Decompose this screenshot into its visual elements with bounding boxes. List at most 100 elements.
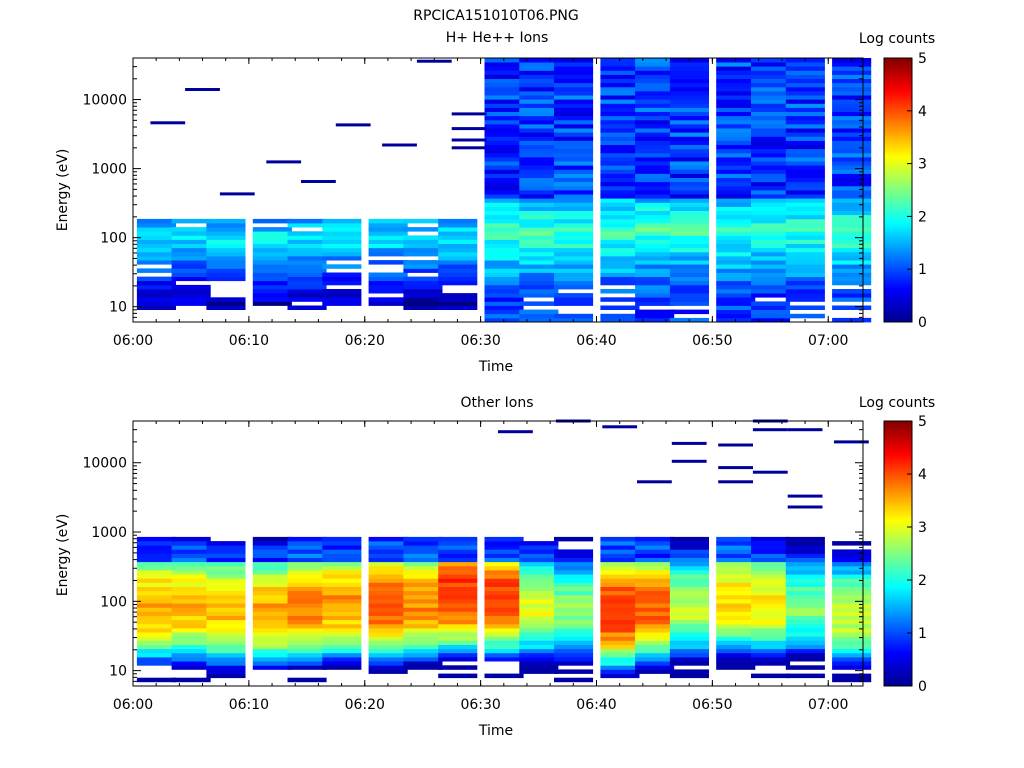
heatmap-cell xyxy=(484,198,524,203)
colorbar: 0 1 2 3 4 5 xyxy=(883,51,927,331)
heatmap-cell xyxy=(600,545,640,550)
heatmap-cell xyxy=(716,260,756,265)
heatmap-cell xyxy=(787,428,823,432)
heatmap-cell xyxy=(438,582,478,587)
heatmap-cell xyxy=(832,165,872,170)
heatmap-cell xyxy=(368,557,408,563)
heatmap-cell xyxy=(716,157,756,162)
heatmap-cell xyxy=(252,590,292,596)
heatmap-cell xyxy=(635,313,675,319)
heatmap-cell xyxy=(716,247,756,253)
heatmap-cell xyxy=(785,549,825,554)
heatmap-cell xyxy=(368,665,408,670)
heatmap-cell xyxy=(832,251,872,257)
heatmap-cell xyxy=(751,541,791,546)
heatmap-cell xyxy=(171,256,211,261)
heatmap-cell xyxy=(600,132,640,137)
heatmap-cell xyxy=(785,251,825,257)
heatmap-cell xyxy=(832,243,872,249)
heatmap-cell xyxy=(669,181,709,187)
heatmap-cell xyxy=(669,62,709,67)
heatmap-cell xyxy=(185,88,220,91)
heatmap-cell xyxy=(287,243,327,249)
heatmap-cell xyxy=(438,665,478,670)
heatmap-cell xyxy=(716,66,756,71)
heatmap-cell xyxy=(635,557,675,563)
heatmap-cell xyxy=(322,644,362,650)
heatmap-cell xyxy=(171,594,211,600)
heatmap-cell xyxy=(403,561,443,567)
heatmap-cell xyxy=(716,223,756,228)
heatmap-cell xyxy=(171,251,211,257)
heatmap-cell xyxy=(669,619,709,625)
heatmap-cell xyxy=(752,428,788,432)
heatmap-cell xyxy=(716,198,756,203)
heatmap-cell xyxy=(785,570,825,575)
heatmap-cell xyxy=(368,586,408,592)
heatmap-cell xyxy=(716,161,756,166)
heatmap-cell xyxy=(171,243,211,249)
heatmap-cell xyxy=(716,648,756,654)
panel-title: Other Ions xyxy=(460,395,533,411)
heatmap-cell xyxy=(832,557,872,563)
heatmap-cell xyxy=(403,545,443,550)
heatmap-cell xyxy=(554,247,594,253)
heatmap-cell xyxy=(554,99,594,104)
heatmap-cell xyxy=(751,309,791,315)
heatmap-cell xyxy=(171,231,211,236)
heatmap-cell xyxy=(832,95,872,100)
heatmap-cell xyxy=(635,148,675,154)
heatmap-cell xyxy=(252,623,292,629)
heatmap-cell xyxy=(716,190,756,195)
heatmap-cell xyxy=(403,264,443,269)
heatmap-cell xyxy=(252,615,292,621)
heatmap-cell xyxy=(322,599,362,604)
heatmap-cell xyxy=(635,227,675,232)
heatmap-cell xyxy=(554,293,594,298)
heatmap-cell xyxy=(635,82,675,88)
heatmap-cell xyxy=(368,623,408,629)
heatmap-cell xyxy=(832,82,872,88)
heatmap-cell xyxy=(287,586,327,592)
heatmap-cell xyxy=(136,553,176,558)
heatmap-cell xyxy=(716,578,756,583)
heatmap-cell xyxy=(751,103,791,108)
heatmap-cell xyxy=(136,632,176,637)
x-tick-label: 06:10 xyxy=(229,697,269,713)
heatmap-cell xyxy=(484,177,524,183)
heatmap-cell xyxy=(751,657,791,662)
heatmap-cell xyxy=(832,256,872,261)
heatmap-cell xyxy=(669,586,709,592)
heatmap-cell xyxy=(669,280,709,286)
heatmap-cell xyxy=(751,140,791,145)
heatmap-cell xyxy=(785,136,825,141)
heatmap-cell xyxy=(403,652,443,658)
heatmap-cell xyxy=(287,590,327,596)
heatmap-cell xyxy=(718,443,753,447)
heatmap-cell xyxy=(600,557,640,563)
heatmap-cell xyxy=(669,136,709,141)
heatmap-cell xyxy=(832,280,872,286)
heatmap-cell xyxy=(600,276,640,282)
heatmap-cell xyxy=(368,260,408,265)
colorbar-tick-label: 3 xyxy=(918,157,927,173)
y-tick-label: 100 xyxy=(100,231,127,247)
heatmap-cell xyxy=(635,161,675,166)
heatmap-cell xyxy=(832,86,872,92)
heatmap-cell xyxy=(600,636,640,641)
heatmap-cell xyxy=(600,198,640,203)
heatmap-cell xyxy=(484,578,524,583)
heatmap-cell xyxy=(554,611,594,616)
x-tick-label: 06:00 xyxy=(113,697,153,713)
heatmap-cell xyxy=(136,549,176,554)
heatmap-cell xyxy=(171,586,211,592)
heatmap-cell xyxy=(484,652,524,658)
heatmap-cell xyxy=(600,144,640,150)
heatmap-cell xyxy=(403,235,443,240)
heatmap-cell xyxy=(716,82,756,88)
heatmap-cell xyxy=(519,644,559,650)
heatmap-cell xyxy=(136,251,176,257)
heatmap-cell xyxy=(600,173,640,178)
heatmap-cell xyxy=(136,545,176,550)
heatmap-cell xyxy=(554,169,594,174)
